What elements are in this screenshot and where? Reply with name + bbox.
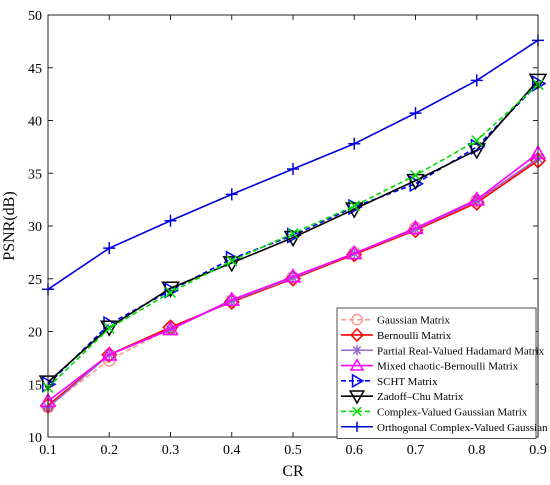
legend-marker (348, 390, 366, 405)
legend-item: Partial Real-Valued Hadamard Matrix (341, 345, 545, 357)
x-tick-label: 0.2 (101, 443, 119, 458)
legend-marker (351, 313, 363, 326)
y-tick-label: 25 (28, 273, 42, 288)
data-point (226, 255, 238, 267)
axes-layer: 0.1 0.2 0.3 0.4 0.5 0.6 0.7 0.8 0.9 10 15 20 25 30 35 4… (28, 9, 547, 458)
data-point (467, 143, 487, 160)
data-point (103, 242, 116, 255)
series-zadoff-chu-matrix (38, 73, 548, 392)
legend-item: Complex-Valued Gaussian Matrix (341, 406, 528, 418)
y-tick-label: 10 (28, 431, 42, 446)
legend-marker (349, 327, 365, 342)
data-point (470, 194, 483, 207)
series-line-gaussian-matrix (47, 158, 539, 408)
x-tick-label: 0.9 (529, 443, 547, 458)
data-point (100, 346, 118, 361)
data-point (470, 74, 483, 87)
data-point (409, 169, 422, 181)
data-point (225, 188, 238, 201)
x-tick-label: 0.1 (39, 443, 57, 458)
legend-label: SCHT Matrix (377, 376, 438, 388)
y-tick-label: 50 (28, 9, 42, 24)
data-point (164, 286, 177, 298)
data-point (471, 135, 483, 147)
legend-item: Zadoff–Chu Matrix (341, 390, 464, 405)
data-point (284, 268, 302, 283)
legend-label: Partial Real-Valued Hadamard Matrix (377, 345, 545, 357)
legend-box (336, 307, 537, 439)
series-layer (38, 34, 548, 414)
legend-marker (351, 345, 363, 356)
legend-label: Gaussian Matrix (377, 315, 451, 327)
data-point (103, 322, 115, 334)
legend: Gaussian Matrix Bernoulli Matrix Partial R… (336, 307, 550, 439)
plot-frame (47, 14, 539, 438)
data-point (348, 200, 360, 212)
legend-label: Zadoff–Chu Matrix (377, 391, 464, 403)
legend-item: Orthogonal Complex-Valued Gaussian Matri… (341, 421, 550, 434)
legend-marker (351, 373, 365, 389)
data-point (287, 271, 299, 284)
data-point (223, 291, 241, 306)
legend-marker (351, 421, 363, 432)
data-point (287, 163, 299, 176)
series-line-zadoff-chu-matrix (47, 79, 539, 383)
x-tick-label: 0.3 (162, 443, 180, 458)
series-line-scht-matrix (47, 83, 539, 385)
x-tick-label: 0.8 (468, 443, 486, 458)
legend-label: Mixed chaotic-Bernoulli Matrix (377, 361, 519, 373)
y-axis-title: PSNR(dB) (1, 191, 18, 260)
x-tick-label: 0.5 (284, 443, 302, 458)
legend-label: Bernoulli Matrix (377, 330, 452, 342)
data-point (99, 320, 119, 337)
x-tick-label: 0.6 (346, 443, 364, 458)
x-tick-label: 0.7 (407, 443, 425, 458)
data-point (164, 214, 177, 227)
data-point (407, 219, 424, 235)
x-axis-title: CR (282, 463, 304, 480)
series-mixed-chaotic-bernoulli-matrix (39, 144, 547, 408)
legend-marker (349, 358, 365, 371)
legend-marker (352, 406, 362, 417)
data-point (409, 223, 422, 236)
y-tick-label: 30 (28, 220, 42, 235)
y-tick-label: 15 (28, 378, 42, 393)
y-tick-label: 20 (28, 326, 42, 341)
legend-item: Gaussian Matrix (341, 313, 451, 327)
data-point (225, 294, 238, 307)
series-line-mixed-chaotic-bernoulli-matrix (47, 152, 539, 402)
y-tick-label: 35 (28, 167, 42, 182)
legend-item: Mixed chaotic-Bernoulli Matrix (341, 358, 519, 373)
legend-item: Bernoulli Matrix (341, 327, 452, 342)
series-orthogonal-complex-valued-gaussian-matrix (42, 34, 544, 296)
x-tick-label: 0.4 (223, 443, 241, 458)
data-point (409, 107, 422, 120)
data-point (283, 230, 303, 248)
y-tick-label: 45 (28, 62, 42, 77)
data-point (162, 320, 179, 336)
data-point (348, 137, 361, 150)
data-point (287, 227, 299, 239)
y-tick-label: 40 (28, 115, 42, 130)
legend-label: Complex-Valued Gaussian Matrix (377, 406, 528, 418)
data-point (345, 244, 363, 260)
legend-label: Orthogonal Complex-Valued Gaussian Matri… (377, 422, 550, 434)
data-point (468, 191, 486, 206)
legend-item: SCHT Matrix (341, 373, 438, 389)
